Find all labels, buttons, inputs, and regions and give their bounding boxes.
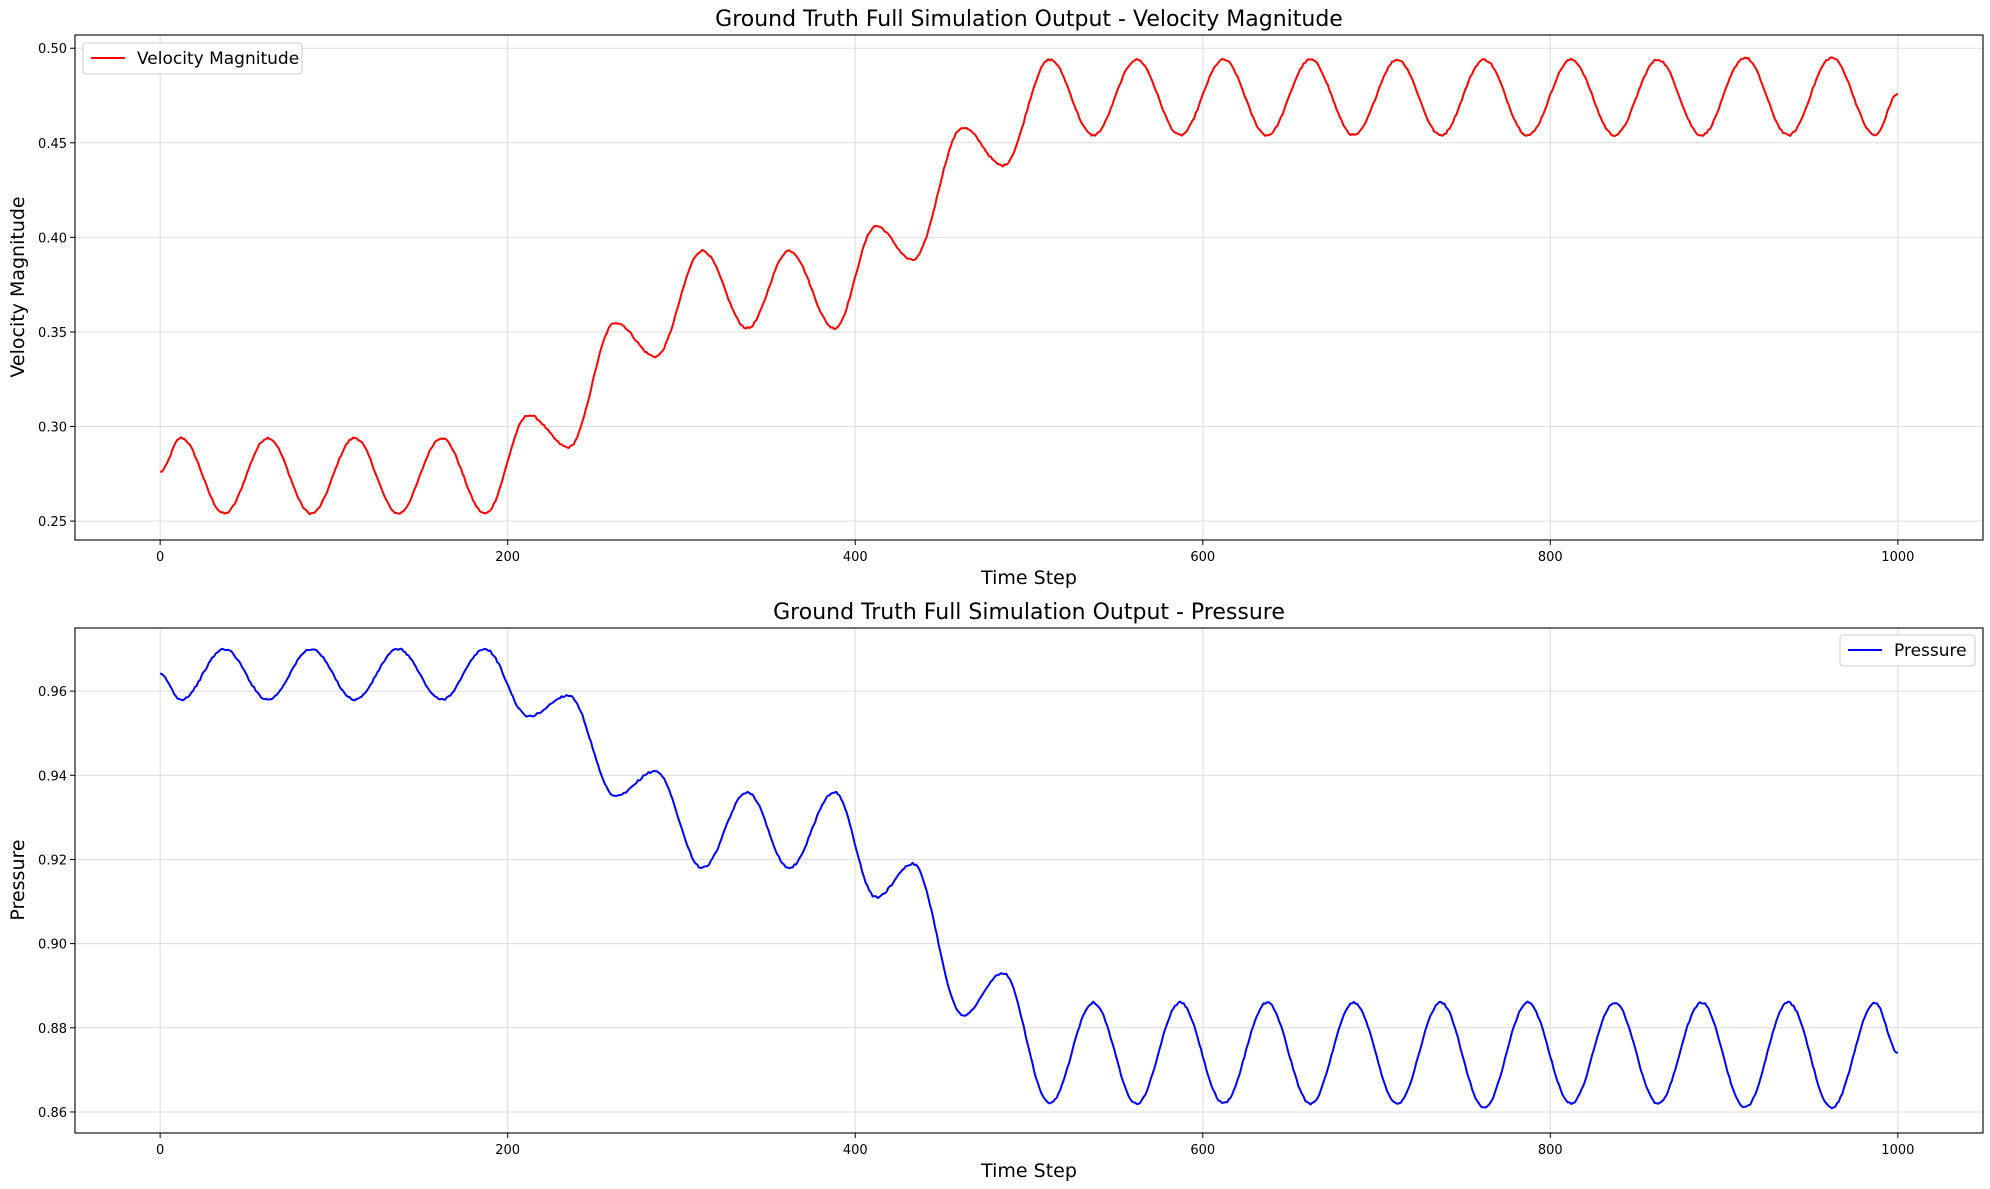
x-tick-label: 1000 (1881, 1143, 1914, 1158)
y-tick-label: 0.40 (38, 231, 67, 246)
series-line (159, 647, 1899, 1110)
legend-box (1839, 634, 1976, 667)
y-tick-label: 0.45 (38, 137, 67, 152)
chart-title: Ground Truth Full Simulation Output - Pr… (773, 600, 1285, 625)
y-tick-label: 0.94 (38, 769, 67, 784)
y-tick-label: 0.88 (38, 1022, 67, 1037)
y-tick-label: 0.92 (38, 853, 67, 868)
pressure-chart: Ground Truth Full Simulation Output - Pr… (7, 600, 1984, 1182)
legend: Pressure (1839, 634, 1976, 667)
y-tick-label: 0.86 (38, 1106, 67, 1121)
y-tick-label: 0.90 (38, 938, 67, 953)
series-layer (159, 647, 1899, 1110)
legend: Velocity Magnitude (82, 42, 303, 75)
y-tick-label: 0.96 (38, 685, 67, 700)
legend-label: Pressure (1894, 641, 1967, 661)
y-axis-label: Pressure (7, 839, 29, 920)
y-axis-label: Velocity Magnitude (7, 196, 29, 377)
x-tick-label: 0 (156, 1143, 164, 1158)
series-layer (160, 56, 1899, 516)
series-line (160, 56, 1899, 516)
x-tick-label: 0 (156, 550, 164, 565)
x-tick-label: 400 (843, 1143, 868, 1158)
x-axis-label: Time Step (980, 1160, 1077, 1182)
x-tick-label: 200 (495, 550, 520, 565)
x-tick-label: 600 (1190, 550, 1215, 565)
grid-lines (75, 35, 1983, 540)
chart-title: Ground Truth Full Simulation Output - Ve… (715, 7, 1343, 32)
x-tick-label: 800 (1538, 550, 1563, 565)
y-tick-label: 0.50 (38, 42, 67, 57)
tick-layer: 0 200 400 600 800 1000 0.25 0.30 0.35 0.40 0.45 0.5… (38, 42, 1914, 565)
y-tick-label: 0.25 (38, 515, 67, 530)
plot-frame (74, 34, 1984, 541)
velocity-chart: Ground Truth Full Simulation Output - Ve… (7, 7, 1984, 589)
y-tick-label: 0.30 (38, 421, 67, 436)
x-tick-label: 1000 (1881, 550, 1914, 565)
legend-box (82, 42, 303, 75)
x-axis-label: Time Step (980, 567, 1077, 589)
plot-frame (74, 627, 1984, 1134)
legend-label: Velocity Magnitude (137, 49, 299, 69)
x-tick-label: 400 (843, 550, 868, 565)
y-tick-label: 0.35 (38, 326, 67, 341)
tick-layer: 0 200 400 600 800 1000 0.86 0.88 0.90 0.92 0.94 0.9… (38, 685, 1914, 1158)
x-tick-label: 600 (1190, 1143, 1215, 1158)
x-tick-label: 200 (495, 1143, 520, 1158)
grid-lines (75, 628, 1983, 1133)
x-tick-label: 800 (1538, 1143, 1563, 1158)
